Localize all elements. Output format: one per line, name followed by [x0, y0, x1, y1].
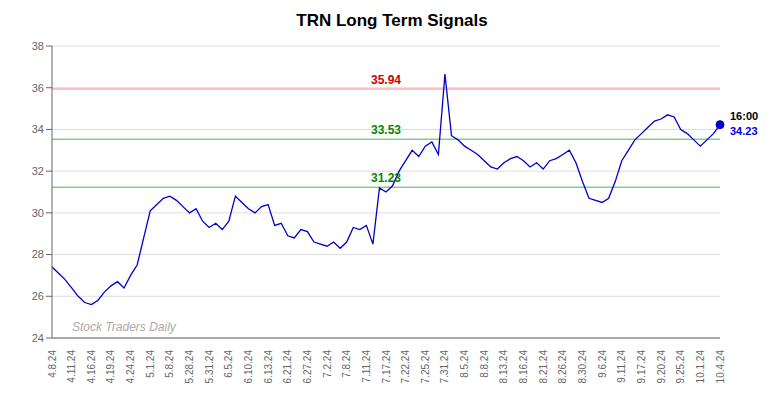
svg-text:8.8.24: 8.8.24 [479, 350, 490, 378]
svg-text:8.30.24: 8.30.24 [577, 350, 588, 384]
svg-text:30: 30 [32, 207, 44, 219]
svg-text:5.8.24: 5.8.24 [164, 350, 175, 378]
svg-text:7.17.24: 7.17.24 [381, 350, 392, 384]
svg-text:10.1.24: 10.1.24 [695, 350, 706, 384]
svg-text:5.28.24: 5.28.24 [184, 350, 195, 384]
svg-text:16:00: 16:00 [730, 110, 758, 122]
svg-text:7.11.24: 7.11.24 [361, 350, 372, 383]
svg-text:7.31.24: 7.31.24 [439, 350, 450, 384]
svg-text:7.25.24: 7.25.24 [420, 350, 431, 384]
svg-text:5.31.24: 5.31.24 [204, 350, 215, 384]
svg-text:38: 38 [32, 40, 44, 52]
svg-text:9.11.24: 9.11.24 [616, 350, 627, 383]
svg-text:6.27.24: 6.27.24 [302, 350, 313, 384]
svg-text:8.21.24: 8.21.24 [538, 350, 549, 384]
svg-text:8.16.24: 8.16.24 [518, 350, 529, 384]
svg-text:7.8.24: 7.8.24 [341, 350, 352, 378]
svg-text:33.53: 33.53 [371, 123, 401, 137]
html-text:TRN Long Term Signals: TRN Long Term Signals [296, 11, 488, 30]
svg-text:4.8.24: 4.8.24 [47, 350, 58, 378]
svg-text:6.13.24: 6.13.24 [263, 350, 274, 384]
svg-text:24: 24 [32, 332, 44, 344]
svg-text:9.20.24: 9.20.24 [656, 350, 667, 384]
svg-text:4.11.24: 4.11.24 [66, 350, 77, 383]
svg-text:6.5.24: 6.5.24 [223, 350, 234, 378]
svg-text:4.24.24: 4.24.24 [125, 350, 136, 384]
svg-text:32: 32 [32, 165, 44, 177]
svg-text:8.5.24: 8.5.24 [459, 350, 470, 378]
svg-text:7.22.24: 7.22.24 [400, 350, 411, 384]
svg-text:9.17.24: 9.17.24 [636, 350, 647, 384]
svg-text:10.4.24: 10.4.24 [715, 350, 726, 384]
svg-text:34: 34 [32, 123, 44, 135]
svg-text:26: 26 [32, 290, 44, 302]
svg-text:8.26.24: 8.26.24 [557, 350, 568, 384]
svg-text:6.21.24: 6.21.24 [282, 350, 293, 384]
svg-text:4.16.24: 4.16.24 [86, 350, 97, 384]
svg-text:35.94: 35.94 [371, 73, 401, 87]
svg-text:9.25.24: 9.25.24 [675, 350, 686, 384]
svg-text:31.23: 31.23 [371, 171, 401, 185]
svg-text:5.1.24: 5.1.24 [145, 350, 156, 378]
svg-text:4.19.24: 4.19.24 [105, 350, 116, 384]
svg-text:8.13.24: 8.13.24 [498, 350, 509, 384]
svg-text:34.23: 34.23 [730, 125, 758, 137]
svg-text:9.6.24: 9.6.24 [597, 350, 608, 378]
svg-text:36: 36 [32, 82, 44, 94]
svg-text:6.10.24: 6.10.24 [243, 350, 254, 384]
svg-text:28: 28 [32, 248, 44, 260]
svg-text:7.2.24: 7.2.24 [322, 350, 333, 378]
html-text:Stock Traders Daily: Stock Traders Daily [72, 320, 176, 334]
